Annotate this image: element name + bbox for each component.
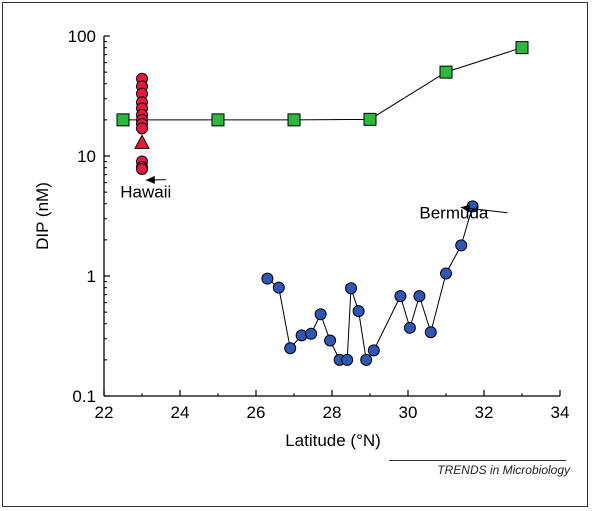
annotation-layer: Hawaii Bermuda [120,175,508,223]
bermuda-arrow-head [460,204,471,213]
x-tick-label: 22 [95,403,114,422]
figure-frame [2,2,588,507]
circle-marker [136,122,148,135]
series-line [123,47,523,121]
hawaii-label: Hawaii [120,183,171,202]
y-axis-label: DIP (nM) [33,182,52,250]
y-tick-label: 1 [87,267,96,286]
series-circle-3 [261,200,479,366]
circle-marker [403,321,416,334]
series-circle-1 [136,72,148,175]
bermuda-label: Bermuda [419,204,489,223]
square-marker [439,65,453,79]
hawaii-arrow-head [145,175,155,184]
x-axis-label: Latitude (°N) [285,431,381,450]
circle-marker [136,162,148,175]
y-tick-label: 10 [77,147,96,166]
x-tick-label: 30 [399,403,418,422]
circle-marker [360,353,373,366]
circle-marker [424,326,437,339]
y-tick-label: 0.1 [72,387,96,406]
circle-marker [324,334,337,347]
circle-marker [341,353,354,366]
x-tick-label: 28 [323,403,342,422]
circle-marker [440,267,452,280]
x-tick-label: 32 [475,403,494,422]
x-tick-label: 24 [171,403,190,422]
source-credit: TRENDS in Microbiology [437,463,570,477]
x-tick-label: 26 [247,403,266,422]
circle-marker [455,239,468,252]
square-marker [287,113,301,127]
circle-marker [367,344,380,357]
circle-marker [305,327,318,340]
square-marker [211,113,225,127]
circle-marker [314,308,327,321]
circle-marker [345,282,357,295]
y-tick-label: 100 [68,27,96,46]
series-square-0 [116,41,529,127]
circle-marker [261,272,274,285]
circle-marker [272,281,285,294]
circle-marker [413,290,426,303]
x-tick-label: 34 [551,403,570,422]
circle-marker [394,290,407,303]
square-marker [363,112,377,126]
source-divider [389,460,566,461]
series-layer [116,41,529,366]
series-triangle-2 [134,134,150,149]
circle-marker [352,305,365,318]
triangle-marker [134,134,150,149]
square-marker [116,113,130,127]
plot-axes: 22 24 26 28 30 32 34 0.1 1 10 100 [68,27,570,422]
square-marker [515,41,529,55]
circle-marker [284,342,297,355]
